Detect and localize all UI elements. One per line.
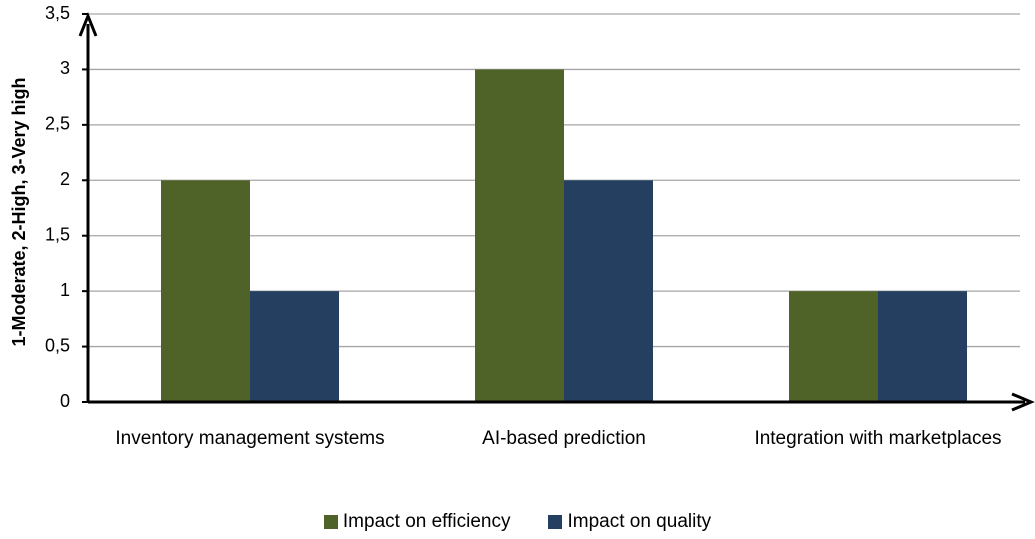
- legend: Impact on efficiency Impact on quality: [0, 511, 1035, 533]
- y-tick-label: 1: [60, 280, 70, 300]
- bar: [161, 180, 250, 402]
- bar: [475, 69, 564, 402]
- legend-swatch: [548, 515, 563, 529]
- y-tick-label: 0: [60, 391, 70, 411]
- y-axis-arrow: [78, 11, 98, 37]
- y-tick-label: 1,5: [45, 224, 70, 244]
- bar: [878, 291, 967, 402]
- x-axis-arrow: [1011, 392, 1035, 412]
- legend-swatch: [323, 515, 338, 529]
- y-tick-label: 3: [60, 58, 70, 78]
- bar: [250, 291, 339, 402]
- y-tick-label: 0,5: [45, 335, 70, 355]
- bar: [789, 291, 878, 402]
- y-tick-label: 2,5: [45, 114, 70, 134]
- legend-item: Impact on quality: [548, 511, 711, 533]
- legend-label: Impact on efficiency: [342, 511, 511, 532]
- x-tick-label: AI-based prediction: [482, 428, 646, 449]
- x-tick-label: Integration with marketplaces: [754, 428, 1002, 449]
- y-tick-label: 3,5: [45, 3, 70, 23]
- y-tick-label: 2: [60, 169, 70, 189]
- x-tick-label: Inventory management systems: [115, 428, 385, 449]
- legend-label: Impact on quality: [567, 511, 712, 532]
- legend-item: Impact on efficiency: [323, 511, 511, 533]
- bar: [564, 180, 653, 402]
- y-axis-label: 1-Moderate, 2-High, 3-Very high: [9, 77, 29, 346]
